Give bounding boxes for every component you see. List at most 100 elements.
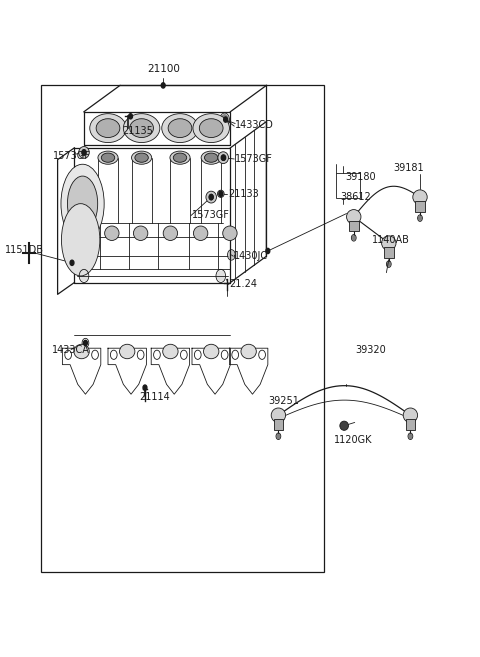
- Circle shape: [224, 117, 228, 122]
- Circle shape: [276, 434, 280, 439]
- Circle shape: [219, 191, 223, 196]
- Text: 1140AB: 1140AB: [372, 235, 410, 245]
- Circle shape: [80, 271, 88, 282]
- Text: 39180: 39180: [346, 172, 376, 183]
- Ellipse shape: [101, 153, 115, 162]
- Text: 39181: 39181: [394, 162, 424, 173]
- Ellipse shape: [199, 119, 223, 137]
- Bar: [274, 419, 283, 430]
- Circle shape: [84, 341, 87, 345]
- Text: 21114: 21114: [139, 392, 170, 402]
- Text: 1433CD: 1433CD: [235, 120, 274, 130]
- Ellipse shape: [223, 226, 237, 240]
- Bar: [415, 201, 425, 212]
- Circle shape: [195, 351, 201, 359]
- Circle shape: [161, 83, 165, 88]
- Ellipse shape: [403, 408, 418, 422]
- Text: 1151DB: 1151DB: [5, 244, 44, 255]
- Circle shape: [232, 351, 238, 359]
- Ellipse shape: [201, 151, 221, 164]
- Ellipse shape: [204, 344, 219, 359]
- Circle shape: [143, 385, 147, 390]
- Ellipse shape: [133, 226, 148, 240]
- Bar: [384, 247, 394, 258]
- Text: 1573GF: 1573GF: [235, 154, 273, 164]
- Ellipse shape: [74, 344, 89, 359]
- Text: 1573GF: 1573GF: [53, 150, 91, 161]
- Ellipse shape: [193, 114, 229, 143]
- Ellipse shape: [193, 226, 208, 240]
- Ellipse shape: [382, 236, 396, 250]
- Text: 39251: 39251: [269, 396, 300, 406]
- Circle shape: [222, 351, 228, 359]
- Ellipse shape: [347, 210, 361, 224]
- Bar: [336, 173, 360, 198]
- Text: 1573GF: 1573GF: [192, 210, 230, 221]
- Ellipse shape: [162, 114, 198, 143]
- Circle shape: [259, 351, 265, 359]
- Circle shape: [129, 114, 132, 119]
- Text: 21․24: 21․24: [229, 279, 257, 290]
- Ellipse shape: [217, 191, 224, 198]
- Text: 1120GK: 1120GK: [334, 435, 372, 445]
- Circle shape: [408, 434, 412, 439]
- Ellipse shape: [218, 152, 228, 164]
- Ellipse shape: [163, 226, 178, 240]
- Circle shape: [181, 351, 187, 359]
- Circle shape: [65, 351, 71, 359]
- Text: 39320: 39320: [355, 344, 386, 355]
- Circle shape: [418, 215, 422, 221]
- Text: 21135: 21135: [122, 126, 153, 137]
- Ellipse shape: [163, 344, 178, 359]
- Circle shape: [82, 150, 86, 155]
- Ellipse shape: [120, 344, 135, 359]
- Circle shape: [221, 114, 229, 125]
- Circle shape: [352, 235, 356, 240]
- Bar: [406, 419, 415, 430]
- Circle shape: [111, 351, 117, 359]
- Text: 21100: 21100: [147, 64, 180, 74]
- Text: 1430JC: 1430JC: [234, 251, 268, 261]
- Circle shape: [84, 340, 87, 346]
- Circle shape: [92, 351, 98, 359]
- Ellipse shape: [413, 190, 427, 204]
- Ellipse shape: [340, 421, 348, 430]
- Bar: [41, 85, 324, 572]
- Ellipse shape: [204, 153, 218, 162]
- Text: 38612: 38612: [341, 192, 372, 202]
- Ellipse shape: [206, 191, 216, 203]
- Ellipse shape: [173, 153, 187, 162]
- Ellipse shape: [132, 151, 152, 164]
- Ellipse shape: [105, 226, 119, 240]
- Ellipse shape: [61, 164, 104, 243]
- Ellipse shape: [67, 176, 98, 231]
- Text: 21133: 21133: [228, 189, 259, 199]
- Ellipse shape: [61, 204, 100, 276]
- Text: 1433CA: 1433CA: [52, 344, 90, 355]
- Ellipse shape: [90, 114, 126, 143]
- Ellipse shape: [123, 114, 160, 143]
- Circle shape: [209, 194, 213, 200]
- Ellipse shape: [130, 119, 154, 137]
- Ellipse shape: [79, 147, 89, 158]
- Circle shape: [209, 194, 213, 200]
- Circle shape: [221, 155, 225, 160]
- Ellipse shape: [96, 119, 120, 137]
- Circle shape: [266, 248, 270, 254]
- Ellipse shape: [168, 119, 192, 137]
- Circle shape: [70, 260, 74, 265]
- Ellipse shape: [170, 151, 190, 164]
- Circle shape: [82, 150, 86, 155]
- Bar: [349, 221, 359, 231]
- Circle shape: [222, 155, 226, 160]
- Circle shape: [83, 339, 88, 347]
- Ellipse shape: [135, 153, 148, 162]
- Circle shape: [228, 250, 235, 260]
- Ellipse shape: [241, 344, 256, 359]
- Circle shape: [154, 351, 160, 359]
- Circle shape: [217, 271, 225, 282]
- Circle shape: [387, 261, 391, 267]
- Ellipse shape: [271, 408, 286, 422]
- Ellipse shape: [98, 151, 118, 164]
- Circle shape: [138, 351, 144, 359]
